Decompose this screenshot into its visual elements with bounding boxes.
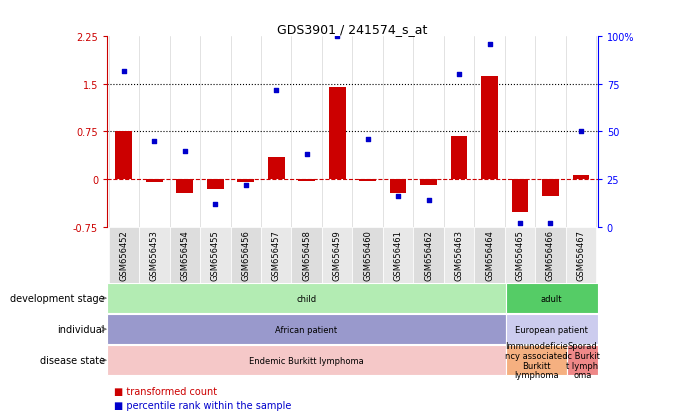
Text: individual: individual xyxy=(57,324,104,335)
Bar xyxy=(474,227,504,283)
Point xyxy=(301,152,312,158)
Text: Immunodeficie
ncy associated
Burkitt
lymphoma: Immunodeficie ncy associated Burkitt lym… xyxy=(505,341,568,380)
Text: adult: adult xyxy=(541,294,562,303)
Point xyxy=(362,136,373,143)
Text: development stage: development stage xyxy=(10,293,104,304)
Text: child: child xyxy=(296,294,316,303)
Bar xyxy=(352,227,383,283)
Bar xyxy=(359,180,376,182)
Bar xyxy=(420,180,437,186)
Point xyxy=(118,68,129,75)
Bar xyxy=(107,345,506,375)
Bar xyxy=(169,227,200,283)
Bar xyxy=(200,227,231,283)
Text: GSM656461: GSM656461 xyxy=(394,230,403,281)
Point xyxy=(515,220,526,227)
Text: disease state: disease state xyxy=(39,355,104,366)
Bar xyxy=(511,180,529,213)
Bar xyxy=(506,283,598,313)
Bar xyxy=(573,175,589,180)
Text: GSM656467: GSM656467 xyxy=(576,230,585,281)
Point xyxy=(240,182,252,189)
Bar xyxy=(383,227,413,283)
Text: Sporad
ic Burkit
t lymph
oma: Sporad ic Burkit t lymph oma xyxy=(565,341,600,380)
Bar xyxy=(299,180,315,182)
Point xyxy=(484,41,495,48)
Text: GSM656466: GSM656466 xyxy=(546,230,555,281)
Bar xyxy=(146,180,162,183)
Bar xyxy=(329,88,346,180)
Bar xyxy=(207,180,224,189)
Bar xyxy=(231,227,261,283)
Bar xyxy=(567,345,598,375)
Point xyxy=(179,148,190,154)
Point xyxy=(271,87,282,94)
Point xyxy=(149,138,160,145)
Bar xyxy=(536,227,566,283)
Bar xyxy=(261,227,292,283)
Bar xyxy=(413,227,444,283)
Text: ■ percentile rank within the sample: ■ percentile rank within the sample xyxy=(114,400,292,410)
Text: GSM656455: GSM656455 xyxy=(211,230,220,280)
Bar xyxy=(238,180,254,183)
Point xyxy=(576,129,587,135)
Bar xyxy=(390,180,406,194)
Text: GSM656452: GSM656452 xyxy=(120,230,129,280)
Bar xyxy=(451,137,467,180)
Bar xyxy=(506,345,567,375)
Bar xyxy=(566,227,596,283)
Bar xyxy=(292,227,322,283)
Bar xyxy=(504,227,536,283)
Text: GSM656457: GSM656457 xyxy=(272,230,281,281)
Bar xyxy=(139,227,169,283)
Text: GSM656456: GSM656456 xyxy=(241,230,250,281)
Text: African patient: African patient xyxy=(275,325,337,334)
Bar xyxy=(444,227,474,283)
Text: GSM656453: GSM656453 xyxy=(150,230,159,281)
Text: ■ transformed count: ■ transformed count xyxy=(114,386,217,396)
Text: European patient: European patient xyxy=(515,325,588,334)
Title: GDS3901 / 241574_s_at: GDS3901 / 241574_s_at xyxy=(277,23,428,36)
Text: GSM656460: GSM656460 xyxy=(363,230,372,281)
Point xyxy=(332,34,343,40)
Point xyxy=(392,193,404,200)
Point xyxy=(453,72,464,78)
Text: GSM656463: GSM656463 xyxy=(455,230,464,281)
Bar xyxy=(542,180,559,197)
Text: GSM656454: GSM656454 xyxy=(180,230,189,280)
Bar xyxy=(322,227,352,283)
Bar xyxy=(268,157,285,180)
Bar xyxy=(481,76,498,180)
Text: Endemic Burkitt lymphoma: Endemic Burkitt lymphoma xyxy=(249,356,363,365)
Text: GSM656458: GSM656458 xyxy=(302,230,311,281)
Text: GSM656464: GSM656464 xyxy=(485,230,494,281)
Text: GSM656462: GSM656462 xyxy=(424,230,433,281)
Bar xyxy=(107,315,506,344)
Bar xyxy=(176,180,193,194)
Text: GSM656459: GSM656459 xyxy=(332,230,341,280)
Point xyxy=(545,220,556,227)
Point xyxy=(210,201,221,208)
Bar xyxy=(506,315,598,344)
Bar xyxy=(107,283,506,313)
Bar xyxy=(108,227,139,283)
Text: GSM656465: GSM656465 xyxy=(515,230,524,281)
Bar xyxy=(115,132,132,180)
Point xyxy=(423,197,434,204)
